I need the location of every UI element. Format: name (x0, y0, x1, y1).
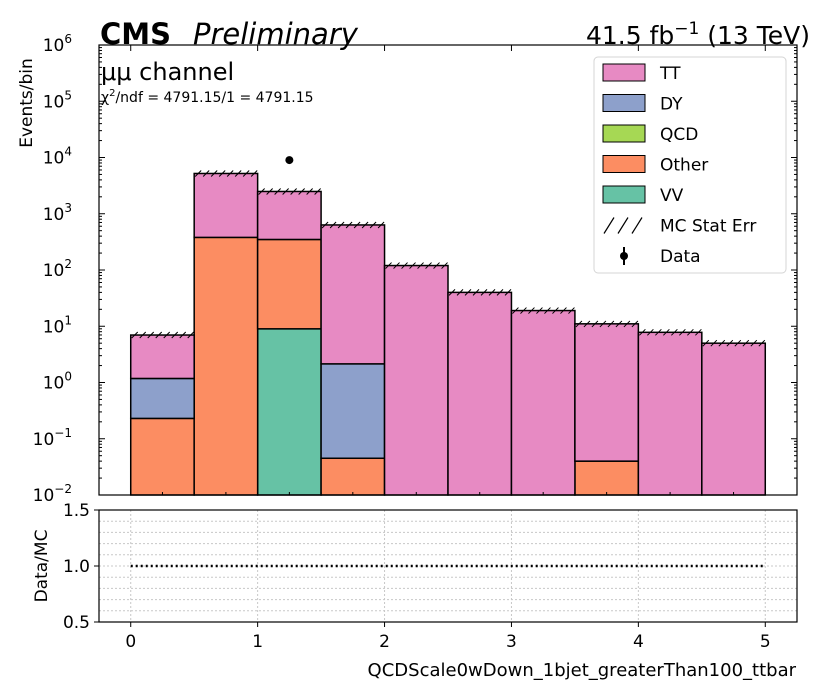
mc-stat-err-bin-1 (194, 170, 258, 177)
mc-stat-err-bin-0 (131, 331, 195, 339)
mc-stat-err-bin-6 (512, 307, 575, 314)
ratio-panel: 0 1 2 3 4 5 0.5 1.0 1.5 (63, 501, 797, 652)
x-tick-label-3: 3 (506, 632, 517, 652)
legend-swatch-dy (602, 94, 646, 112)
legend-label-6: Data (660, 247, 701, 267)
chi2-symbol: χ (101, 90, 109, 106)
bar-other-bin-1 (193, 236, 259, 496)
bar-other-bin-7 (574, 460, 640, 496)
bar-tt-bin-7 (574, 323, 640, 462)
ratio-plot-frame (98, 509, 798, 623)
main-y-axis-label: Events/bin (17, 58, 37, 148)
mc-stat-err-bin-5 (448, 289, 512, 296)
bar-tt-bin-1 (193, 172, 259, 239)
mc-stat-err-bin-4 (385, 262, 448, 269)
legend-label-4: VV (660, 186, 684, 206)
legend: TT DY QCD Other VV MC Stat Err Data (593, 56, 787, 274)
bar-tt-bin-3 (320, 224, 386, 365)
mc-stat-err-bin-3 (321, 221, 385, 229)
main-plot-frame (98, 44, 798, 496)
data-point-0 (285, 156, 294, 165)
cms-label: CMS (100, 17, 171, 51)
bar-vv-bin-2 (256, 328, 322, 496)
chi2-value: /ndf = 4791.15/1 = 4791.15 (115, 90, 313, 106)
x-tick-label-2: 2 (379, 632, 390, 652)
bar-tt-bin-9 (701, 342, 767, 496)
bar-dy-bin-3 (320, 363, 386, 460)
ratio-y-tick-label-1: 1.0 (63, 557, 90, 577)
ratio-y-axis-label: Data/MC (32, 530, 52, 603)
legend-label-3: Other (660, 156, 708, 176)
x-tick-label-4: 4 (633, 632, 644, 652)
legend-label-2: QCD (660, 125, 698, 145)
lumi-energy: (13 TeV) (699, 21, 810, 50)
legend-swatch-mc-stat-err (603, 217, 643, 234)
chi2-label: χ2/ndf = 4791.15/1 = 4791.15 (101, 88, 314, 106)
bar-tt-bin-2 (256, 190, 322, 241)
chi2-superscript: 2 (109, 88, 115, 99)
bar-dy-bin-0 (129, 377, 195, 420)
mc-stat-err-bin-8 (639, 328, 702, 336)
y-tick-label-0: 10−2 (33, 482, 72, 506)
ratio-y-tick-label-2: 1.5 (63, 501, 90, 521)
y-tick-label-4: 102 (43, 257, 72, 281)
y-tick-label-6: 104 (43, 145, 72, 169)
bar-tt-bin-5 (447, 291, 513, 496)
bar-other-bin-2 (256, 238, 322, 330)
bar-tt-bin-6 (510, 309, 576, 496)
mc-stat-err-bin-2 (258, 188, 321, 195)
bar-tt-bin-0 (129, 334, 195, 380)
channel-label: μμ channel (101, 58, 234, 86)
x-axis-label: QCDScale0wDown_1bjet_greaterThan100_ttba… (368, 660, 797, 681)
legend-label-5: MC Stat Err (660, 217, 756, 237)
legend-swatch-other (602, 155, 646, 173)
main-panel: 10−2 10−1 100 101 102 103 104 105 106 (33, 32, 798, 506)
legend-swatch-qcd (602, 124, 646, 143)
mc-stat-err-bin-7 (575, 320, 639, 328)
legend-swatch-vv (602, 185, 646, 204)
x-tick-label-0: 0 (125, 632, 136, 652)
y-tick-label-8: 106 (43, 32, 72, 56)
mc-stat-err-bin-9 (702, 339, 766, 347)
x-tick-label-5: 5 (760, 632, 771, 652)
y-tick-label-5: 103 (43, 201, 72, 225)
lumi-label: 41.5 fb−1 (13 TeV) (586, 19, 810, 50)
y-tick-label-7: 105 (43, 88, 72, 112)
x-tick-label-1: 1 (252, 632, 263, 652)
ratio-y-tick-label-0: 0.5 (63, 613, 90, 633)
bar-other-bin-3 (320, 457, 386, 496)
legend-swatch-tt (602, 63, 646, 82)
legend-label-0: TT (659, 64, 681, 84)
y-tick-label-2: 100 (43, 370, 72, 394)
y-tick-label-1: 10−1 (33, 426, 72, 450)
bar-tt-bin-8 (637, 331, 703, 496)
legend-swatch-data (620, 252, 628, 260)
lumi-exponent: −1 (674, 19, 699, 39)
preliminary-label: Preliminary (193, 17, 359, 51)
legend-label-1: DY (660, 95, 683, 115)
lumi-value: 41.5 fb (586, 21, 674, 50)
y-tick-label-3: 101 (43, 313, 72, 337)
bar-other-bin-0 (129, 417, 195, 496)
bar-tt-bin-4 (383, 264, 449, 496)
